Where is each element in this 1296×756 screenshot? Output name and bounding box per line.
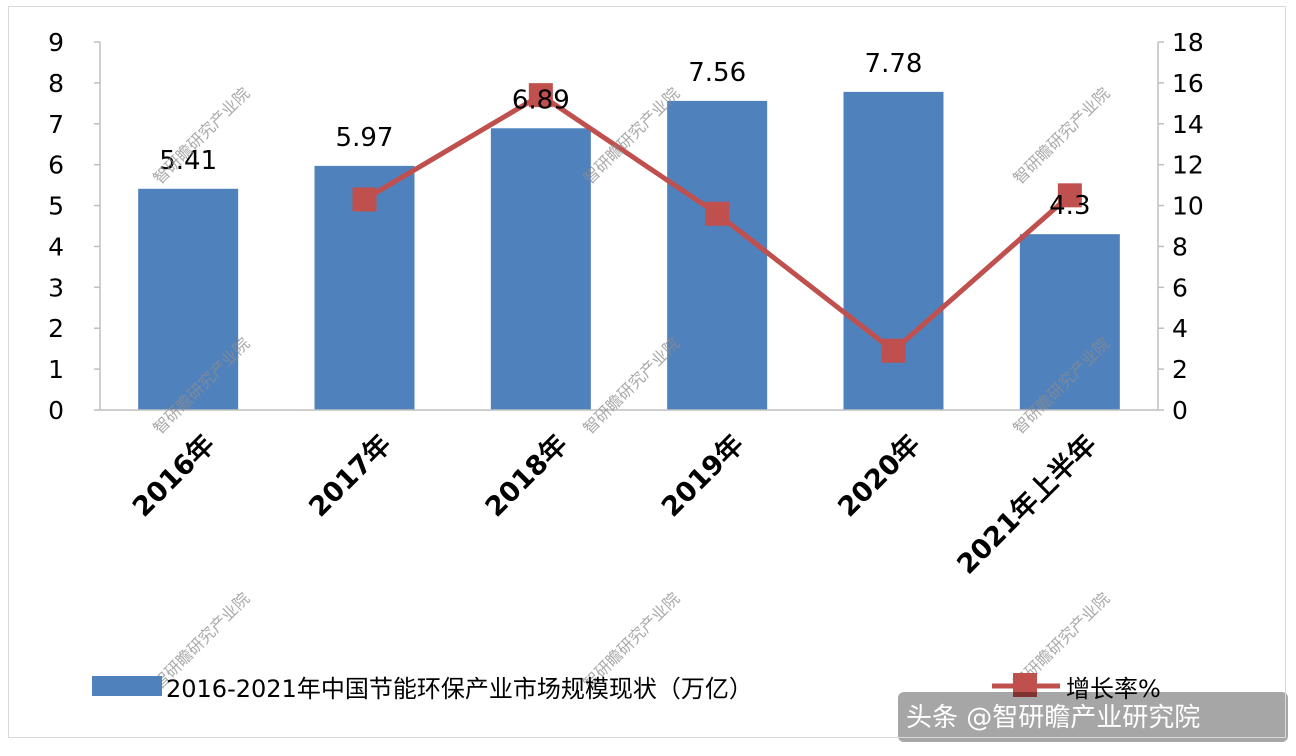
- growth-point: [705, 201, 730, 226]
- right-tick-label: 4: [1172, 314, 1188, 343]
- credit: 头条 @智研瞻产业研究院: [898, 692, 1288, 742]
- legend-line-marker: [1013, 673, 1037, 697]
- left-tick-label: 1: [48, 355, 64, 384]
- left-tick-label: 7: [48, 110, 64, 139]
- right-tick-label: 18: [1172, 28, 1204, 57]
- left-tick-label: 5: [48, 192, 64, 221]
- bar-data-label: 4.3: [1049, 191, 1090, 221]
- bar: [667, 100, 768, 410]
- left-tick-label: 2: [48, 314, 64, 343]
- bar: [1019, 234, 1120, 410]
- right-tick-label: 2: [1172, 355, 1188, 384]
- credit-backdrop: [898, 692, 1288, 742]
- growth-line-series: [352, 83, 1082, 363]
- bar-data-label: 6.89: [512, 85, 570, 115]
- bar: [490, 128, 591, 410]
- legend-line-label: 增长率%: [1066, 675, 1161, 703]
- chart-frame: [8, 6, 1286, 738]
- right-tick-label: 14: [1172, 110, 1204, 139]
- bar: [138, 188, 239, 410]
- bar-data-label: 5.97: [336, 123, 394, 153]
- bar-data-labels: 5.41 5.97 6.89 7.56 7.78 4.3: [159, 49, 1090, 221]
- right-tick-label: 8: [1172, 232, 1188, 261]
- right-tick-label: 10: [1172, 192, 1204, 221]
- left-tick-label: 6: [48, 151, 64, 180]
- bar-data-label: 7.78: [865, 49, 923, 79]
- right-axis-ticks: 0 2 4 6 8 10 12 14 16 18: [1158, 28, 1204, 425]
- left-tick-label: 3: [48, 273, 64, 302]
- growth-point: [881, 338, 906, 363]
- credit-text: 头条 @智研瞻产业研究院: [906, 703, 1200, 733]
- bar-data-label: 5.41: [159, 146, 217, 176]
- right-tick-label: 12: [1172, 151, 1204, 180]
- left-tick-label: 0: [48, 396, 64, 425]
- legend: 2016-2021年中国节能环保产业市场规模现状（万亿） 增长率%: [92, 673, 1161, 703]
- growth-point: [352, 187, 377, 212]
- bar-data-label: 7.56: [688, 58, 746, 88]
- growth-point: [1057, 183, 1082, 208]
- legend-bar-label: 2016-2021年中国节能环保产业市场规模现状（万亿）: [166, 675, 753, 703]
- left-axis-ticks: 0 1 2 3 4 5 6 7 8 9: [48, 28, 100, 425]
- right-tick-label: 6: [1172, 273, 1188, 302]
- axes: [99, 42, 1159, 411]
- right-tick-label: 0: [1172, 396, 1188, 425]
- legend-bar-swatch: [92, 676, 162, 696]
- left-tick-label: 8: [48, 69, 64, 98]
- right-tick-label: 16: [1172, 69, 1204, 98]
- growth-point: [528, 83, 553, 108]
- left-tick-label: 9: [48, 28, 64, 57]
- left-tick-label: 4: [48, 232, 64, 261]
